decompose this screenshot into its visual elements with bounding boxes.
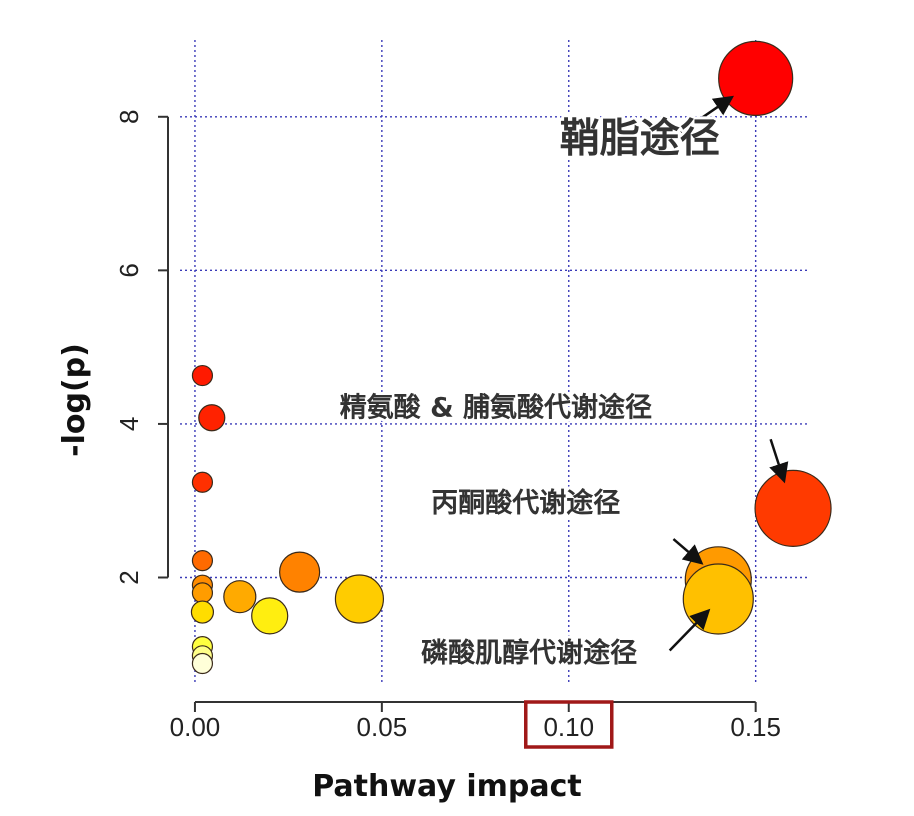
annotation-label-2: 丙酮酸代谢途径	[431, 487, 620, 519]
data-point-8	[198, 404, 226, 432]
x-tick-label-0: 0.00	[170, 712, 221, 742]
y-tick-label-2: 6	[114, 263, 144, 277]
data-point-6	[251, 597, 289, 635]
x-tick-label-2: 0.10	[543, 712, 594, 742]
data-point-11	[191, 550, 214, 572]
data-point-13	[191, 582, 214, 604]
annotation-arrow-2	[672, 538, 704, 565]
highlight-box	[524, 700, 614, 749]
annotation-arrow-0	[680, 95, 735, 134]
annotation-label-3: 磷酸肌醇代谢途径	[421, 637, 637, 669]
data-point-7	[223, 580, 257, 614]
tick-labels: 0.00 0.05 0.10 0.15 2 4 6 8	[114, 110, 781, 749]
x-tick-label-3: 0.15	[730, 712, 781, 742]
data-point-0	[718, 40, 794, 116]
data-point-4	[334, 574, 385, 624]
x-tick-label-1: 0.05	[357, 712, 408, 742]
y-tick-label-0: 2	[114, 570, 144, 584]
data-point-1	[754, 469, 832, 547]
data-point-10	[191, 471, 214, 493]
data-points	[190, 40, 832, 675]
y-tick-label-1: 4	[114, 417, 144, 431]
data-point-17	[191, 652, 214, 675]
annotation-arrow-1	[769, 438, 789, 484]
data-point-9	[191, 364, 214, 387]
y-axis-title: -log(p)	[57, 343, 92, 457]
axes	[167, 116, 756, 703]
data-point-14	[190, 600, 215, 624]
data-point-5	[279, 551, 321, 593]
y-tick-label-3: 8	[114, 110, 144, 124]
annotation-label-0: 鞘脂途径	[560, 115, 720, 161]
data-point-3	[682, 563, 754, 635]
x-axis-title: Pathway impact	[312, 769, 582, 804]
annotation-label-1: 精氨酸 & 脯氨酸代谢途径	[340, 391, 652, 423]
annotation-arrow-3	[668, 608, 711, 652]
